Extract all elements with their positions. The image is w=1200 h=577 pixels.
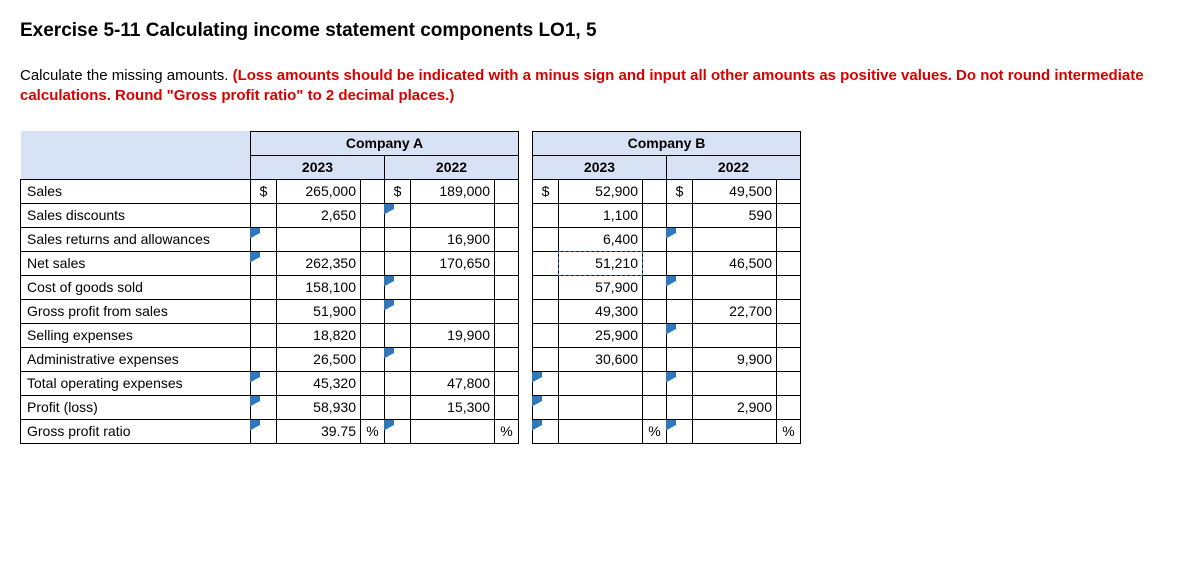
percent-symbol: % xyxy=(643,419,667,443)
cell-admin-b2023[interactable]: 30,600 xyxy=(559,347,643,371)
currency-symbol: $ xyxy=(251,179,277,203)
company-a-header: Company A xyxy=(251,131,519,155)
cell-returns-a2023[interactable] xyxy=(277,227,361,251)
exercise-title: Exercise 5-11 Calculating income stateme… xyxy=(20,20,1180,42)
cell-cogs-a2022[interactable] xyxy=(411,275,495,299)
cell-returns-b2022[interactable] xyxy=(693,227,777,251)
cell-discounts-a2023[interactable]: 2,650 xyxy=(277,203,361,227)
row-label: Sales returns and allowances xyxy=(21,227,251,251)
cell-profit-b2023[interactable] xyxy=(559,395,643,419)
cell-profit-a2023[interactable]: 58,930 xyxy=(277,395,361,419)
row-label: Cost of goods sold xyxy=(21,275,251,299)
cell-gross-b2022[interactable]: 22,700 xyxy=(693,299,777,323)
cell-returns-b2023[interactable]: 6,400 xyxy=(559,227,643,251)
currency-symbol: $ xyxy=(385,179,411,203)
row-label: Net sales xyxy=(21,251,251,275)
cell-admin-a2022[interactable] xyxy=(411,347,495,371)
cell-cogs-b2022[interactable] xyxy=(693,275,777,299)
cell-netsales-b2022[interactable]: 46,500 xyxy=(693,251,777,275)
row-label: Profit (loss) xyxy=(21,395,251,419)
year-a-2022: 2022 xyxy=(385,155,519,179)
cell-netsales-a2022[interactable]: 170,650 xyxy=(411,251,495,275)
currency-symbol: $ xyxy=(667,179,693,203)
row-label: Gross profit from sales xyxy=(21,299,251,323)
cell-cogs-b2023[interactable]: 57,900 xyxy=(559,275,643,299)
year-a-2023: 2023 xyxy=(251,155,385,179)
percent-symbol: % xyxy=(777,419,801,443)
row-label: Administrative expenses xyxy=(21,347,251,371)
currency-symbol: $ xyxy=(533,179,559,203)
percent-symbol: % xyxy=(495,419,519,443)
cell-selling-a2022[interactable]: 19,900 xyxy=(411,323,495,347)
cell-ratio-b2022[interactable] xyxy=(693,419,777,443)
row-label: Sales discounts xyxy=(21,203,251,227)
cell-ratio-a2023[interactable]: 39.75 xyxy=(277,419,361,443)
percent-symbol: % xyxy=(361,419,385,443)
instructions-plain: Calculate the missing amounts. xyxy=(20,67,233,84)
year-b-2022: 2022 xyxy=(667,155,801,179)
cell-profit-b2022[interactable]: 2,900 xyxy=(693,395,777,419)
cell-selling-b2022[interactable] xyxy=(693,323,777,347)
cell-discounts-b2023[interactable]: 1,100 xyxy=(559,203,643,227)
row-label: Sales xyxy=(21,179,251,203)
cell-gross-a2023[interactable]: 51,900 xyxy=(277,299,361,323)
cell-sales-a2023[interactable]: 265,000 xyxy=(277,179,361,203)
cell-totop-a2023[interactable]: 45,320 xyxy=(277,371,361,395)
cell-cogs-a2023[interactable]: 158,100 xyxy=(277,275,361,299)
instructions: Calculate the missing amounts. (Loss amo… xyxy=(20,66,1180,107)
cell-totop-b2022[interactable] xyxy=(693,371,777,395)
cell-totop-b2023[interactable] xyxy=(559,371,643,395)
cell-sales-b2023[interactable]: 52,900 xyxy=(559,179,643,203)
cell-admin-a2023[interactable]: 26,500 xyxy=(277,347,361,371)
cell-sales-a2022[interactable]: 189,000 xyxy=(411,179,495,203)
cell-discounts-b2022[interactable]: 590 xyxy=(693,203,777,227)
cell-netsales-a2023[interactable]: 262,350 xyxy=(277,251,361,275)
company-b-header: Company B xyxy=(533,131,801,155)
cell-discounts-a2022[interactable] xyxy=(411,203,495,227)
cell-totop-a2022[interactable]: 47,800 xyxy=(411,371,495,395)
cell-admin-b2022[interactable]: 9,900 xyxy=(693,347,777,371)
cell-selling-a2023[interactable]: 18,820 xyxy=(277,323,361,347)
cell-sales-b2022[interactable]: 49,500 xyxy=(693,179,777,203)
cell-ratio-b2023[interactable] xyxy=(559,419,643,443)
cell-gross-a2022[interactable] xyxy=(411,299,495,323)
cell-returns-a2022[interactable]: 16,900 xyxy=(411,227,495,251)
cell-gross-b2023[interactable]: 49,300 xyxy=(559,299,643,323)
cell-selling-b2023[interactable]: 25,900 xyxy=(559,323,643,347)
cell-ratio-a2022[interactable] xyxy=(411,419,495,443)
cell-profit-a2022[interactable]: 15,300 xyxy=(411,395,495,419)
year-b-2023: 2023 xyxy=(533,155,667,179)
row-label: Total operating expenses xyxy=(21,371,251,395)
cell-netsales-b2023[interactable]: 51,210 xyxy=(559,251,643,275)
row-label: Gross profit ratio xyxy=(21,419,251,443)
income-statement-table: Company A Company B 2023 2022 2023 2022 … xyxy=(20,131,801,444)
row-label: Selling expenses xyxy=(21,323,251,347)
